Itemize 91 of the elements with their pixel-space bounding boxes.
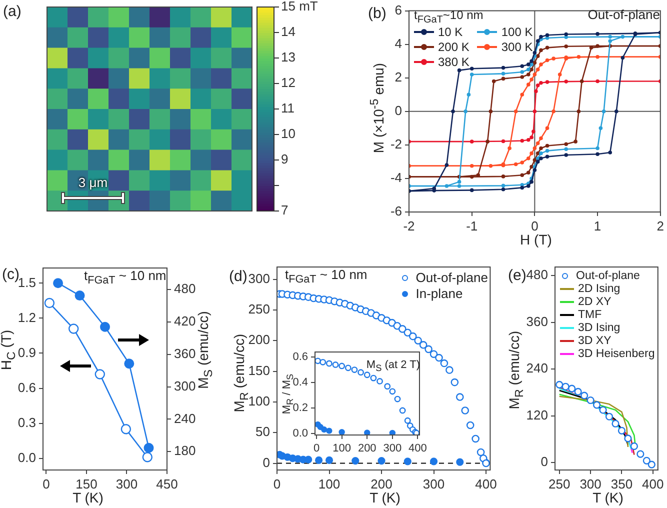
x-axis-title: T (K): [72, 489, 104, 506]
legend-label: Out-of-plane: [416, 270, 488, 285]
y2-tick-label: 420: [174, 314, 196, 329]
y-tick-label: 4: [394, 36, 402, 51]
y-tick-label: 0.9: [18, 344, 36, 360]
legend-label: 100 K: [501, 25, 533, 40]
y-tick-label: 0: [262, 454, 270, 470]
legend-label: 380 K: [438, 55, 470, 70]
y-tick-label: 0.2: [292, 402, 308, 414]
chart-title: (a): [3, 2, 22, 20]
legend-label: In-plane: [416, 286, 463, 301]
legend-title: t$_{FGaT}$~10 nm: [414, 8, 484, 26]
legend-label: 2D Ising: [578, 283, 620, 295]
annotation: 3 μm: [78, 174, 108, 190]
y-tick-label: 50: [256, 424, 270, 440]
y-tick-label: 0.3: [18, 414, 36, 430]
chart-title: (d): [229, 268, 248, 286]
y-tick-label: 120: [526, 407, 548, 422]
x-tick-label: 450: [156, 476, 178, 492]
y-tick-label: -4: [390, 170, 402, 186]
x-tick-label: 2: [656, 218, 664, 234]
x-tick-label: 100: [318, 476, 340, 492]
y-tick-label: 300: [248, 270, 270, 286]
y-tick-label: 360: [526, 314, 548, 329]
x-tick-label: 300: [580, 476, 602, 492]
annotation: t$_{FGaT}$ ~ 10 nm: [285, 266, 368, 286]
y-tick-label: 0: [394, 102, 402, 118]
x-tick-label: 200: [358, 442, 376, 455]
y-tick-label: 0.0: [18, 450, 36, 465]
y2-tick-label: 480: [174, 281, 196, 296]
y-tick-label: 240: [526, 360, 548, 376]
y-tick-label: 200: [248, 332, 270, 348]
annotation: Out-of-plane: [588, 6, 660, 22]
y-tick-label: -2: [390, 136, 402, 152]
x-tick-label: 200: [370, 476, 392, 492]
color-bar-label: 7: [281, 202, 288, 218]
x-tick-label: -1: [466, 218, 478, 234]
y-tick-label: 6: [394, 2, 402, 18]
chart-title: (b): [368, 4, 386, 22]
color-bar-label: 12: [281, 75, 296, 90]
x-tick-label: 1: [594, 218, 602, 234]
color-bar-label: 15 mT: [281, 0, 318, 14]
y-tick-label: 480: [526, 267, 548, 282]
y2-tick-label: 240: [174, 410, 196, 426]
y-tick-label: 0.4: [292, 376, 308, 389]
x-tick-label: 100: [332, 442, 351, 455]
x-tick-label: 250: [548, 476, 570, 492]
y-tick-label: 1.2: [18, 310, 36, 325]
x-tick-label: 0: [313, 442, 320, 455]
legend-label: 3D XY: [578, 335, 612, 347]
x-tick-label: 300: [116, 476, 138, 492]
y-tick-label: 150: [248, 362, 270, 378]
x-axis-title: T (K): [370, 489, 400, 506]
color-bar-label: 14: [281, 24, 296, 40]
legend-label: 10 K: [438, 25, 463, 40]
y2-tick-label: 180: [174, 443, 196, 458]
y-tick-label: 2: [394, 69, 402, 84]
annotation: t$_{FGaT}$ ~ 10 nm: [84, 268, 166, 288]
color-bar-label: 9: [281, 152, 288, 167]
legend-label: Out-of-plane: [576, 270, 640, 282]
x-tick-label: 400: [408, 442, 427, 455]
x-tick-label: 350: [610, 476, 633, 492]
x-tick-label: 0: [42, 476, 50, 492]
y-tick-label: 250: [248, 302, 270, 317]
legend-label: TMF: [578, 309, 602, 321]
legend-label: 3D Heisenberg: [578, 348, 655, 360]
color-bar-label: 11: [281, 100, 294, 116]
legend-label: 200 K: [438, 40, 470, 54]
x-tick-label: 0: [273, 476, 281, 492]
x-axis-title: H (T): [520, 231, 552, 248]
y-tick-label: 0: [540, 454, 548, 470]
x-tick-label: 400: [475, 476, 497, 492]
y-tick-label: 1.5: [18, 274, 36, 290]
color-bar-label: 13: [281, 50, 296, 65]
legend-label: 2D XY: [578, 296, 612, 308]
x-tick-label: 400: [642, 476, 664, 492]
x-tick-label: 300: [422, 476, 445, 492]
y-tick-label: -6: [390, 204, 402, 219]
chart-title: (e): [508, 266, 526, 284]
y-tick-label: 100: [248, 394, 270, 409]
chart-title: (c): [2, 266, 20, 283]
x-tick-label: 150: [76, 476, 98, 492]
legend-label: 3D Ising: [578, 322, 620, 334]
y-tick-label: 0.6: [18, 380, 36, 395]
legend-label: 300 K: [501, 40, 533, 54]
color-bar-label: 10: [281, 126, 296, 142]
y2-tick-label: 300: [174, 378, 196, 394]
y-tick-label: 0.0: [292, 427, 308, 440]
y-tick-label: 0.6: [292, 351, 308, 364]
y2-tick-label: 360: [174, 346, 196, 361]
x-axis-title: T (K): [592, 489, 624, 506]
